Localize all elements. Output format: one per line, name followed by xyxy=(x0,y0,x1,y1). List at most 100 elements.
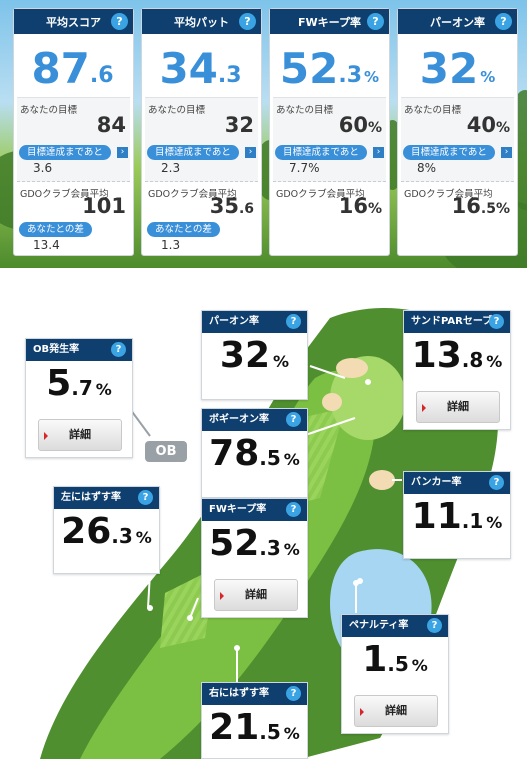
help-icon[interactable]: ? xyxy=(111,13,128,30)
target-section: あなたの目標 60% 目標達成まであと › 7.7% xyxy=(273,97,386,182)
average-section: GDOクラブ会員平均 35.6 あなたとの差 1.3 xyxy=(145,181,258,256)
average-label: GDOクラブ会員平均 xyxy=(20,189,109,200)
course-map: OB OB発生率? 5.7% 詳細 パーオン率? 32% サンドPARセーブ? … xyxy=(0,268,527,759)
detail-button[interactable]: 詳細 xyxy=(416,391,500,423)
target-value: 40% xyxy=(466,113,510,137)
arrow-right-icon[interactable]: › xyxy=(373,147,384,158)
detail-button[interactable]: 詳細 xyxy=(214,579,298,611)
right-miss-rate-box: 右にはずす率? 21.5% xyxy=(201,682,308,759)
card-average-putts: 平均パット? 34.3 あなたの目標 32 目標達成まであと › 2.3 GDO… xyxy=(141,8,262,256)
stat-value: 52.3% xyxy=(209,523,300,564)
red-arrow-icon xyxy=(220,592,224,600)
target-label: あなたの目標 xyxy=(148,105,206,116)
summary-banner: 平均スコア? 87.6 あなたの目標 84 目標達成まであと › 3.6 GDO… xyxy=(0,0,527,268)
target-section: あなたの目標 40% 目標達成まであと › 8% xyxy=(401,97,514,182)
stat-value: 13.8% xyxy=(411,335,503,376)
main-value: 52.3% xyxy=(279,44,380,93)
ob-rate-box: OB発生率? 5.7% 詳細 xyxy=(25,338,133,458)
bogey-on-rate-box: ボギーオン率? 78.5% xyxy=(201,408,308,498)
box-title: 左にはずす率? xyxy=(54,487,159,509)
stat-value: 21.5% xyxy=(209,707,300,748)
average-value: 35.6 xyxy=(209,194,254,218)
red-arrow-icon xyxy=(44,432,48,440)
bunker-rate-box: バンカー率? 11.1% xyxy=(403,471,511,559)
box-title: FWキープ率? xyxy=(202,499,307,521)
main-value: 32% xyxy=(419,44,496,93)
average-section: GDOクラブ会員平均 16.5% xyxy=(401,181,514,256)
arrow-right-icon[interactable]: › xyxy=(245,147,256,158)
stat-value: 26.3% xyxy=(61,511,152,552)
until-target-badge: 目標達成まであと xyxy=(275,145,367,160)
help-icon[interactable]: ? xyxy=(489,475,504,490)
ob-marker: OB xyxy=(145,441,187,462)
target-value: 84 xyxy=(96,113,126,137)
help-icon[interactable]: ? xyxy=(286,686,301,701)
box-title: 右にはずす率? xyxy=(202,683,307,705)
red-arrow-icon xyxy=(422,404,426,412)
card-title: 平均スコア? xyxy=(14,9,133,34)
box-title: OB発生率? xyxy=(26,339,132,361)
box-title: ボギーオン率? xyxy=(202,409,307,431)
help-icon[interactable]: ? xyxy=(286,502,301,517)
average-section: GDOクラブ会員平均 101 あなたとの差 13.4 xyxy=(17,181,130,256)
arrow-right-icon[interactable]: › xyxy=(117,147,128,158)
box-title: パーオン率? xyxy=(202,311,307,333)
average-value: 16% xyxy=(338,194,382,218)
average-label: GDOクラブ会員平均 xyxy=(148,189,237,200)
card-title: 平均パット? xyxy=(142,9,261,34)
target-value: 60% xyxy=(338,113,382,137)
average-value: 16.5% xyxy=(451,194,510,218)
stat-value: 32% xyxy=(219,335,290,376)
difference-badge: あなたとの差 xyxy=(19,222,92,237)
average-label: GDOクラブ会員平均 xyxy=(404,189,493,200)
stat-value: 11.1% xyxy=(411,496,503,537)
difference-value: 1.3 xyxy=(161,238,181,252)
help-icon[interactable]: ? xyxy=(495,13,512,30)
detail-button[interactable]: 詳細 xyxy=(354,695,438,727)
until-target-badge: 目標達成まであと xyxy=(147,145,239,160)
help-icon[interactable]: ? xyxy=(286,412,301,427)
difference-badge: あなたとの差 xyxy=(147,222,220,237)
red-arrow-icon xyxy=(360,708,364,716)
average-section: GDOクラブ会員平均 16% xyxy=(273,181,386,256)
card-title: FWキープ率? xyxy=(270,9,389,34)
bunker xyxy=(322,393,342,411)
box-title: ペナルティ率? xyxy=(342,615,448,637)
target-label: あなたの目標 xyxy=(276,105,334,116)
target-section: あなたの目標 84 目標達成まであと › 3.6 xyxy=(17,97,130,182)
detail-button[interactable]: 詳細 xyxy=(38,419,122,451)
card-average-score: 平均スコア? 87.6 あなたの目標 84 目標達成まであと › 3.6 GDO… xyxy=(13,8,134,256)
help-icon[interactable]: ? xyxy=(239,13,256,30)
stat-value: 1.5% xyxy=(362,639,428,680)
until-target-value: 2.3 xyxy=(161,161,181,175)
help-icon[interactable]: ? xyxy=(427,618,442,633)
main-value: 34.3 xyxy=(159,44,242,93)
box-title: サンドPARセーブ? xyxy=(404,311,510,333)
box-title: バンカー率? xyxy=(404,472,510,494)
par-on-rate-box: パーオン率? 32% xyxy=(201,310,308,400)
left-miss-rate-box: 左にはずす率? 26.3% xyxy=(53,486,160,574)
bunker xyxy=(369,470,395,490)
until-target-value: 8% xyxy=(417,161,437,175)
help-icon[interactable]: ? xyxy=(111,342,126,357)
target-value: 32 xyxy=(224,113,254,137)
help-icon[interactable]: ? xyxy=(367,13,384,30)
until-target-value: 7.7% xyxy=(289,161,320,175)
pin-hole xyxy=(365,379,371,385)
card-fw-keep-rate: FWキープ率? 52.3% あなたの目標 60% 目標達成まであと › 7.7%… xyxy=(269,8,390,256)
target-label: あなたの目標 xyxy=(20,105,78,116)
difference-value: 13.4 xyxy=(33,238,60,252)
card-title: パーオン率? xyxy=(398,9,517,34)
arrow-right-icon[interactable]: › xyxy=(501,147,512,158)
average-label: GDOクラブ会員平均 xyxy=(276,189,365,200)
help-icon[interactable]: ? xyxy=(138,490,153,505)
until-target-badge: 目標達成まであと xyxy=(403,145,495,160)
main-value: 87.6 xyxy=(31,44,114,93)
penalty-rate-box: ペナルティ率? 1.5% 詳細 xyxy=(341,614,449,734)
fw-keep-rate-box: FWキープ率? 52.3% 詳細 xyxy=(201,498,308,618)
until-target-badge: 目標達成まであと xyxy=(19,145,111,160)
help-icon[interactable]: ? xyxy=(489,314,504,329)
help-icon[interactable]: ? xyxy=(286,314,301,329)
target-section: あなたの目標 32 目標達成まであと › 2.3 xyxy=(145,97,258,182)
stat-value: 78.5% xyxy=(209,433,300,474)
